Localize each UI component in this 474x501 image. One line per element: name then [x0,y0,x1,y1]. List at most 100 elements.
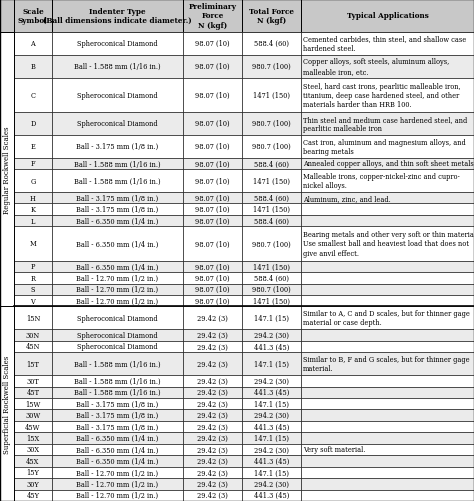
Bar [242,56,301,78]
Bar [242,307,301,330]
Text: 98.07 (10): 98.07 (10) [195,194,230,202]
Bar [242,455,301,467]
Text: Steel, hard cast irons, pearlitic malleable iron,
titanium, deep case hardened s: Steel, hard cast irons, pearlitic mallea… [303,82,460,109]
Text: 98.07 (10): 98.07 (10) [195,286,230,294]
Bar [52,273,183,284]
Bar [301,341,474,353]
Bar [14,56,52,78]
Bar [14,387,52,398]
Bar [14,398,52,410]
Bar [301,467,474,478]
Bar [52,78,183,113]
Bar [301,204,474,215]
Text: Spheroconical Diamond: Spheroconical Diamond [77,314,158,322]
Bar [242,375,301,387]
Bar [242,158,301,170]
Text: Ball - 1.588 mm (1/16 in.): Ball - 1.588 mm (1/16 in.) [74,177,161,185]
Bar [242,478,301,489]
Bar [242,135,301,158]
Text: 588.4 (60): 588.4 (60) [254,160,289,168]
Text: 441.3 (45): 441.3 (45) [254,491,289,499]
Text: 1471 (150): 1471 (150) [253,206,290,214]
Bar [183,421,242,432]
Bar [52,296,183,307]
Bar [242,387,301,398]
Bar [183,353,242,375]
Text: 45X: 45X [26,457,40,465]
Text: 294.2 (30): 294.2 (30) [254,445,289,453]
Text: 98.07 (10): 98.07 (10) [195,40,230,48]
Text: 98.07 (10): 98.07 (10) [195,297,230,305]
Text: Ball - 1.588 mm (1/16 in.): Ball - 1.588 mm (1/16 in.) [74,160,161,168]
Bar [183,204,242,215]
Text: 441.3 (45): 441.3 (45) [254,457,289,465]
Text: 29.42 (3): 29.42 (3) [197,411,228,419]
Bar [301,56,474,78]
Bar [183,432,242,444]
Text: 294.2 (30): 294.2 (30) [254,480,289,488]
Text: Ball - 1.588 mm (1/16 in.): Ball - 1.588 mm (1/16 in.) [74,377,161,385]
Text: 980.7 (100): 980.7 (100) [252,286,291,294]
Text: Aluminum, zinc, and lead.: Aluminum, zinc, and lead. [303,194,391,202]
Text: 30T: 30T [27,377,39,385]
Text: 98.07 (10): 98.07 (10) [195,63,230,71]
Text: 147.1 (15): 147.1 (15) [254,400,289,408]
Text: Ball - 6.350 mm (1/4 in.): Ball - 6.350 mm (1/4 in.) [76,434,159,442]
Text: Spheroconical Diamond: Spheroconical Diamond [77,40,158,48]
Text: F: F [31,160,35,168]
Bar [14,489,52,501]
Bar [52,330,183,341]
Text: K: K [30,206,36,214]
Bar [183,261,242,273]
Text: 29.42 (3): 29.42 (3) [197,434,228,442]
Bar [52,33,183,56]
Bar [52,432,183,444]
Bar [301,135,474,158]
Text: Ball - 1.588 mm (1/16 in.): Ball - 1.588 mm (1/16 in.) [74,63,161,71]
Bar [14,330,52,341]
Bar [14,78,52,113]
Bar [183,227,242,261]
Bar [242,0,301,33]
Bar [242,170,301,192]
Bar [301,192,474,204]
Bar [242,261,301,273]
Text: 15T: 15T [27,360,39,368]
Bar [14,444,52,455]
Bar [242,215,301,227]
Text: Similar to B, F and G scales, but for thinner gage
material.: Similar to B, F and G scales, but for th… [303,355,469,373]
Bar [242,467,301,478]
Bar [301,215,474,227]
Text: C: C [30,92,36,100]
Bar [14,410,52,421]
Text: 294.2 (30): 294.2 (30) [254,411,289,419]
Bar [242,113,301,135]
Text: 1471 (150): 1471 (150) [253,177,290,185]
Bar [301,33,474,56]
Text: Copper alloys, soft steels, aluminum alloys,
malleable iron, etc.: Copper alloys, soft steels, aluminum all… [303,59,449,76]
Text: Scale
Symbol: Scale Symbol [18,8,48,25]
Bar [14,455,52,467]
Bar [0,33,14,307]
Text: 147.1 (15): 147.1 (15) [254,468,289,476]
Bar [183,444,242,455]
Bar [301,273,474,284]
Text: 15X: 15X [26,434,39,442]
Text: Cast iron, aluminum and magnesium alloys, and
bearing metals: Cast iron, aluminum and magnesium alloys… [303,138,465,155]
Text: 441.3 (45): 441.3 (45) [254,423,289,431]
Text: Ball - 12.70 mm (1/2 in.): Ball - 12.70 mm (1/2 in.) [76,274,159,282]
Bar [183,56,242,78]
Bar [301,489,474,501]
Text: 980.7 (100): 980.7 (100) [252,143,291,151]
Text: Preliminary
Force
N (kgf): Preliminary Force N (kgf) [189,3,237,30]
Text: Ball - 6.350 mm (1/4 in.): Ball - 6.350 mm (1/4 in.) [76,445,159,453]
Text: 980.7 (100): 980.7 (100) [252,240,291,248]
Text: Cemented carbides, thin steel, and shallow case
hardened steel.: Cemented carbides, thin steel, and shall… [303,36,466,53]
Text: 15W: 15W [25,400,41,408]
Bar [14,227,52,261]
Text: Ball - 3.175 mm (1/8 in.): Ball - 3.175 mm (1/8 in.) [76,143,159,151]
Bar [14,421,52,432]
Bar [183,296,242,307]
Bar [52,341,183,353]
Text: 98.07 (10): 98.07 (10) [195,206,230,214]
